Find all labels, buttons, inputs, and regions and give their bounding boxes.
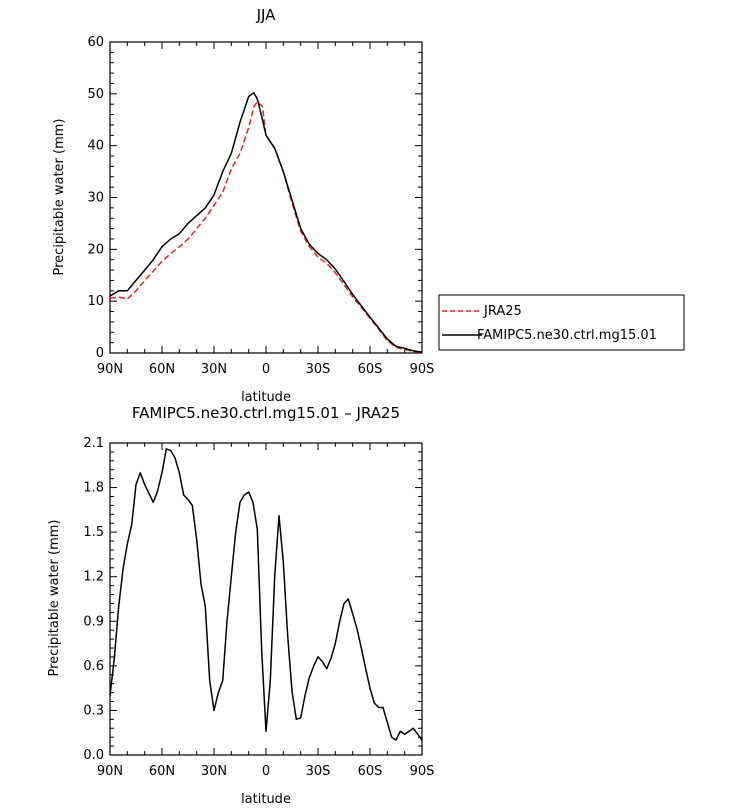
x-tick-label: 0 bbox=[262, 362, 270, 377]
top-chart-panel: JJA 90N 60N 30N 0 30S 60S 90S 0 10 20 30 40 50 60 Pre… bbox=[52, 6, 685, 405]
y-tick-label: 40 bbox=[87, 139, 104, 154]
top-chart-xlabel: latitude bbox=[241, 390, 291, 405]
y-tick-label: 2.1 bbox=[83, 436, 104, 451]
y-tick-label: 0.3 bbox=[83, 703, 104, 718]
x-tick-label: 90N bbox=[97, 362, 123, 377]
x-tick-label: 30N bbox=[201, 362, 227, 377]
plot-frame bbox=[109, 442, 423, 756]
y-tick-label: 0.6 bbox=[83, 659, 104, 674]
series-line-1-0 bbox=[109, 448, 423, 741]
legend-label-jra25: JRA25 bbox=[483, 304, 522, 319]
y-tick-label: 1.8 bbox=[83, 481, 104, 496]
top-chart-ylabel: Precipitable water (mm) bbox=[52, 119, 67, 276]
x-tick-label: 90S bbox=[410, 764, 435, 779]
y-tick-label: 20 bbox=[87, 242, 104, 257]
x-tick-label: 90S bbox=[410, 362, 435, 377]
y-tick-label: 1.5 bbox=[83, 525, 104, 540]
plot-frame bbox=[109, 41, 423, 354]
bottom-plot-area: 90N 60N 30N 0 30S 60S 90S 0.0 0.3 0.6 0.9 1.2 1.5 1.8… bbox=[83, 436, 434, 779]
top-chart-title: JJA bbox=[256, 6, 277, 24]
bottom-chart-xlabel: latitude bbox=[241, 792, 291, 807]
y-tick-label: 1.2 bbox=[83, 570, 104, 585]
y-tick-label: 0.0 bbox=[83, 748, 104, 763]
x-tick-label: 30S bbox=[306, 362, 331, 377]
y-tick-label: 0 bbox=[96, 346, 104, 361]
bottom-chart-title: FAMIPC5.ne30.ctrl.mg15.01 – JRA25 bbox=[132, 404, 400, 422]
x-tick-label: 0 bbox=[262, 764, 270, 779]
legend-box bbox=[438, 294, 685, 351]
x-tick-label: 30N bbox=[201, 764, 227, 779]
x-tick-label: 60N bbox=[149, 764, 175, 779]
legend-label-famipc5: FAMIPC5.ne30.ctrl.mg15.01 bbox=[477, 328, 657, 343]
x-tick-label: 60S bbox=[358, 362, 383, 377]
x-tick-label: 90N bbox=[97, 764, 123, 779]
y-tick-label: 50 bbox=[87, 87, 104, 102]
top-plot-area: 90N 60N 30N 0 30S 60S 90S 0 10 20 30 40 50 60 bbox=[87, 35, 434, 377]
x-tick-label: 30S bbox=[306, 764, 331, 779]
x-tick-label: 60S bbox=[358, 764, 383, 779]
y-tick-label: 0.9 bbox=[83, 614, 104, 629]
bottom-chart-ylabel: Precipitable water (mm) bbox=[47, 520, 62, 677]
y-tick-label: 10 bbox=[87, 294, 104, 309]
y-tick-label: 30 bbox=[87, 191, 104, 206]
x-tick-label: 60N bbox=[149, 362, 175, 377]
bottom-chart-panel: FAMIPC5.ne30.ctrl.mg15.01 – JRA25 90N 60N… bbox=[47, 404, 434, 807]
series-line-0-1 bbox=[109, 92, 423, 353]
series-line-0-0 bbox=[109, 100, 423, 354]
top-chart-legend: JRA25 FAMIPC5.ne30.ctrl.mg15.01 bbox=[438, 294, 685, 351]
y-tick-label: 60 bbox=[87, 35, 104, 50]
